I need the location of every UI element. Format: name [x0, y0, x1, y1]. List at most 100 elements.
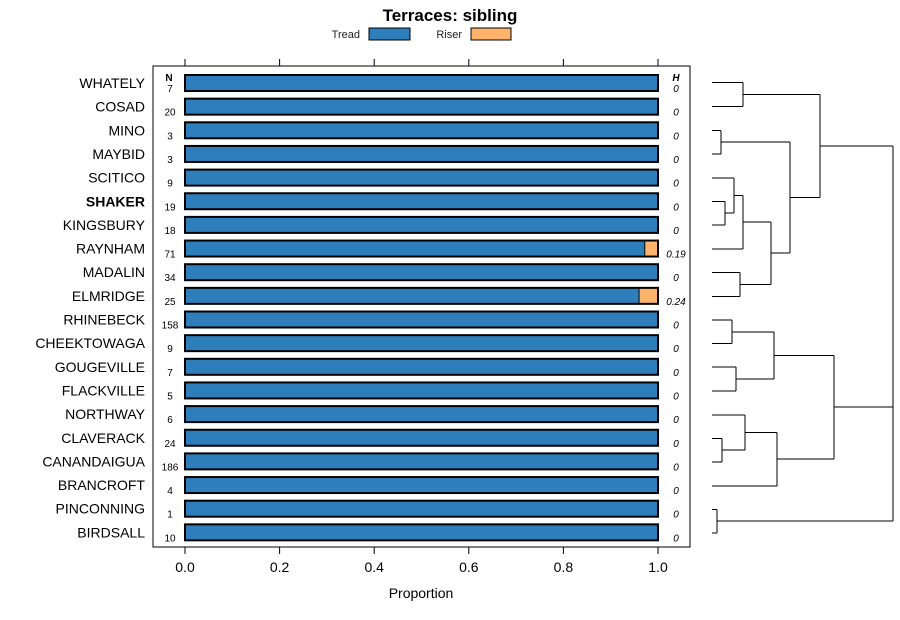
bar-outline: [184, 334, 659, 353]
tread-bar: [185, 500, 658, 517]
chart-row: CLAVERACK 24 0: [61, 428, 679, 450]
row-label: SCITICO: [88, 170, 145, 186]
bar-outline: [184, 168, 659, 187]
tread-bar: [185, 311, 658, 328]
bar-outline: [184, 263, 659, 282]
tread-bar: [185, 122, 658, 139]
n-value: 6: [167, 415, 173, 426]
chart-row: RAYNHAM 71 0.19: [76, 239, 686, 261]
bar-outline: [184, 215, 659, 234]
x-tick-label: 0.8: [554, 559, 574, 575]
h-value: 0: [673, 462, 679, 473]
n-value: 1: [167, 510, 173, 521]
x-tick-label: 0.0: [175, 559, 195, 575]
bar-outline: [184, 523, 659, 542]
x-tick-label: 0.4: [364, 559, 384, 575]
tread-bar: [185, 193, 658, 210]
n-value: 5: [167, 391, 173, 402]
h-value: 0: [673, 321, 679, 332]
plot-frame: [152, 65, 691, 548]
n-value: 10: [164, 533, 176, 544]
h-value: 0: [673, 439, 679, 450]
tread-bar: [185, 264, 658, 281]
h-value: 0: [673, 84, 679, 95]
bar-outline: [184, 239, 659, 258]
top-ticks: [184, 59, 659, 66]
tread-bar: [185, 382, 658, 399]
h-value: 0: [673, 486, 679, 497]
n-value: 9: [167, 179, 173, 190]
row-label: CANANDAIGUA: [42, 453, 145, 469]
n-column-header: N: [165, 73, 172, 84]
tread-bar: [185, 453, 658, 470]
n-value: 24: [164, 439, 176, 450]
row-label: ELMRIDGE: [72, 288, 145, 304]
h-value: 0: [673, 131, 679, 142]
h-value: 0.24: [666, 297, 686, 308]
dendrogram: [712, 82, 894, 534]
chart-row: MAYBID 3 0: [92, 144, 679, 166]
h-value: 0: [673, 368, 679, 379]
n-value: 18: [164, 226, 176, 237]
row-label: COSAD: [95, 99, 145, 115]
chart-rows: WHATELY 7 0 COSAD 20 0 MINO 3 0 MAYBID 3 0 SCITICO 9 0…: [35, 74, 686, 544]
row-label: SHAKER: [86, 193, 145, 209]
bar-outline: [184, 286, 659, 305]
row-label: RAYNHAM: [76, 241, 145, 257]
row-label: MAYBID: [92, 146, 145, 162]
chart-row: BIRDSALL 10 0: [77, 523, 679, 544]
tread-bar: [185, 335, 658, 352]
x-tick-label: 0.2: [270, 559, 290, 575]
x-tick-label: 1.0: [648, 559, 668, 575]
row-label: CHEEKTOWAGA: [35, 335, 145, 351]
h-value: 0: [673, 155, 679, 166]
row-label: WHATELY: [79, 75, 145, 91]
x-tick-label: 0.6: [459, 559, 479, 575]
row-label: CLAVERACK: [61, 430, 145, 446]
chart-row: KINGSBURY 18 0: [63, 215, 679, 237]
bar-outline: [184, 476, 659, 495]
row-label: NORTHWAY: [65, 406, 146, 422]
tread-bar: [185, 287, 640, 304]
h-value: 0: [673, 202, 679, 213]
tread-bar: [185, 406, 658, 423]
h-value: 0: [673, 391, 679, 402]
chart-row: FLACKVILLE 5 0: [62, 381, 679, 402]
h-value: 0: [673, 273, 679, 284]
n-value: 20: [164, 108, 176, 119]
chart-row: ELMRIDGE 25 0.24: [72, 286, 686, 308]
legend-label-tread: Tread: [332, 29, 360, 41]
tread-bar: [185, 75, 658, 91]
row-label: MINO: [108, 122, 145, 138]
riser-bar: [639, 287, 658, 304]
chart-row: SHAKER 19 0: [86, 192, 679, 213]
chart-row: CANANDAIGUA 186 0: [42, 452, 679, 473]
n-value: 7: [167, 84, 173, 95]
tread-bar: [185, 169, 658, 186]
bottom-ticks: 0.0 0.2 0.4 0.6 0.8 1.0: [175, 547, 668, 575]
n-value: 9: [167, 344, 173, 355]
bar-outline: [184, 74, 659, 92]
chart-row: GOUGEVILLE 7 0: [55, 357, 679, 379]
h-value: 0: [673, 226, 679, 237]
tread-bar: [185, 477, 658, 494]
n-value: 71: [164, 250, 176, 261]
bar-outline: [184, 310, 659, 329]
chart-row: PINCONNING 1 0: [56, 499, 679, 521]
row-label: KINGSBURY: [63, 217, 146, 233]
bar-outline: [184, 97, 659, 116]
tread-bar: [185, 240, 645, 257]
chart-row: MADALIN 34 0: [83, 263, 679, 284]
tread-bar: [185, 216, 658, 233]
tread-bar: [185, 98, 658, 115]
row-label: BRANCROFT: [58, 477, 146, 493]
h-value: 0: [673, 533, 679, 544]
tread-bar: [185, 429, 658, 446]
n-value: 3: [167, 155, 173, 166]
bar-outline: [184, 405, 659, 424]
row-label: MADALIN: [83, 264, 145, 280]
tread-bar: [185, 524, 658, 541]
chart-row: BRANCROFT 4 0: [58, 476, 679, 497]
row-label: PINCONNING: [56, 501, 145, 517]
